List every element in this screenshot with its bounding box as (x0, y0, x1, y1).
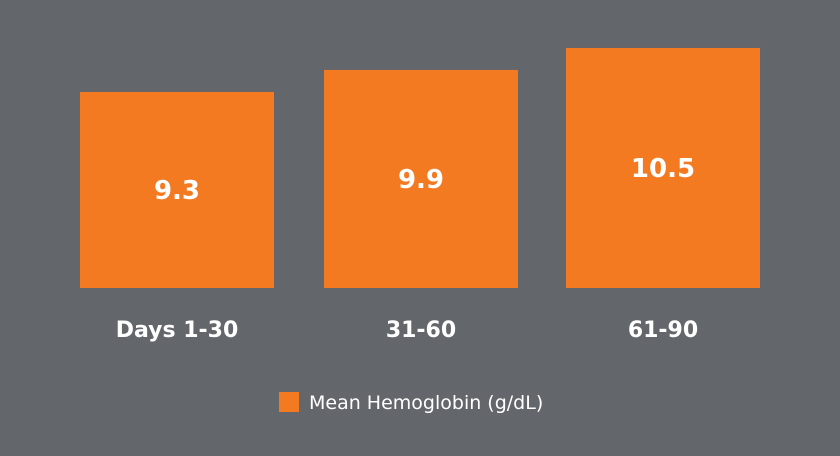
category-label-1: Days 1-30 (116, 318, 239, 343)
legend: Mean Hemoglobin (g/dL) (279, 392, 543, 414)
category-label-3: 61-90 (628, 318, 698, 343)
bar-value-label-3: 10.5 (631, 154, 695, 184)
category-labels: Days 1-30 31-60 61-90 (116, 318, 698, 343)
bar-value-label-1: 9.3 (154, 176, 200, 206)
legend-swatch (279, 392, 299, 412)
bar-3 (566, 47, 760, 289)
bar-value-label-2: 9.9 (398, 165, 444, 195)
bar-1 (80, 91, 274, 289)
category-label-2: 31-60 (386, 318, 456, 343)
bar-2 (324, 69, 518, 288)
bars-layer: 9.3 9.9 10.5 (80, 47, 760, 289)
legend-label: Mean Hemoglobin (g/dL) (309, 392, 543, 414)
